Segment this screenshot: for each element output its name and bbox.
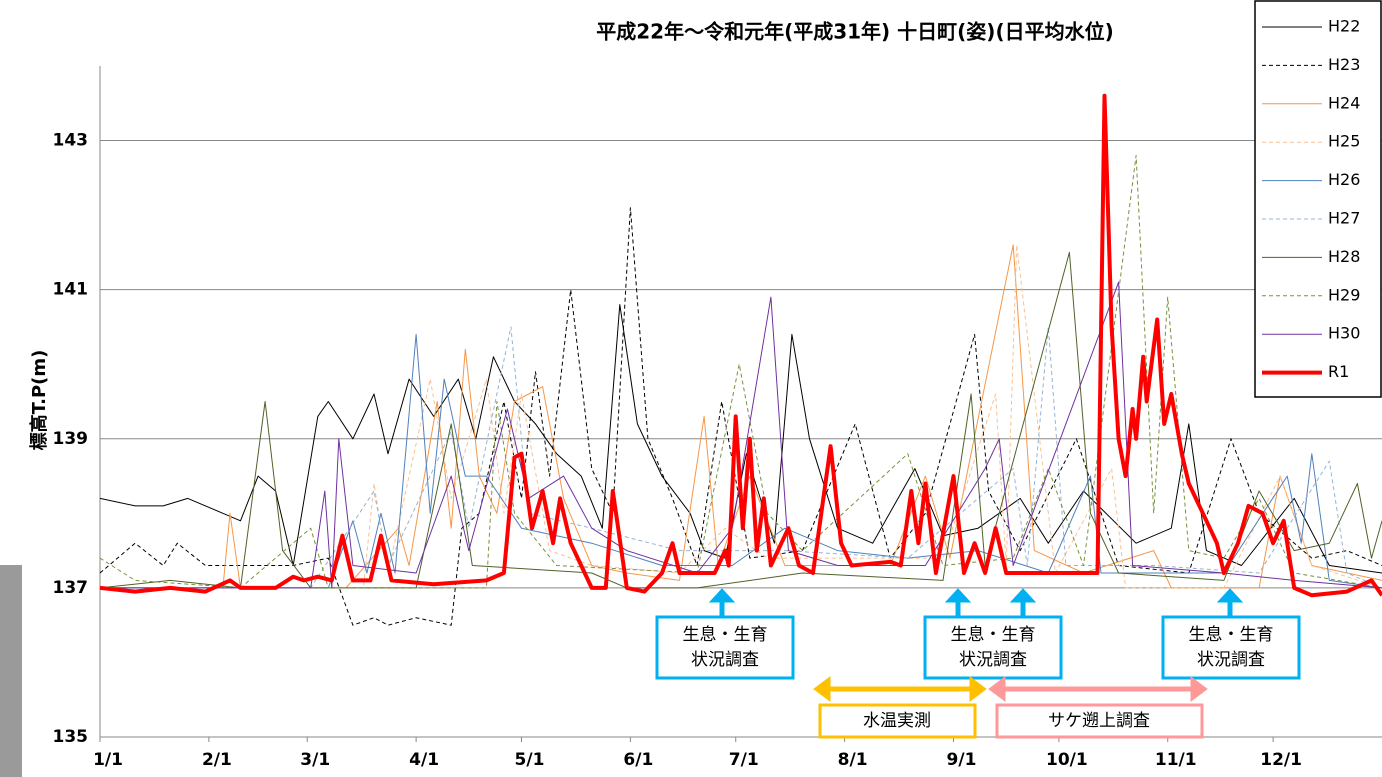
- annotation-text: サケ遡上調査: [1048, 711, 1150, 731]
- series-line: [99, 251, 1382, 589]
- legend: H22 H23 H24 H25 H26 H27 H28 H29 H30 R1: [1254, 0, 1382, 398]
- x-tick-label: 6/1: [623, 750, 653, 770]
- annotation-text: 水温実測: [863, 711, 931, 731]
- annotations: 生息・生育 状況調査 生息・生育 状況調査 生息・生育 状況調査 水温実測 サケ…: [655, 588, 1301, 739]
- series-line: [100, 244, 1382, 589]
- x-tick-label: 2/1: [202, 750, 232, 770]
- series-line: [99, 207, 1382, 626]
- annotation-box: [1161, 615, 1301, 680]
- annotation-arrow: [988, 676, 1208, 702]
- annotation-arrow: [813, 676, 987, 702]
- annotation-box: [655, 615, 795, 680]
- x-tick-label: 4/1: [409, 750, 439, 770]
- series-line: [100, 333, 1382, 589]
- y-tick-label: 141: [53, 280, 89, 300]
- x-tick-label: 8/1: [838, 750, 868, 770]
- annotation-text: 状況調査: [1197, 650, 1265, 670]
- series-line: [100, 281, 1382, 589]
- legend-label: H30: [1328, 324, 1360, 343]
- x-tick-label: 11/1: [1155, 750, 1197, 770]
- y-tick-label: 137: [53, 578, 89, 598]
- x-tick-label: 7/1: [729, 750, 759, 770]
- annotation-box: [923, 615, 1063, 680]
- chart-title: 平成22年～令和元年(平成31年) 十日町(姿)(日平均水位): [596, 20, 1113, 44]
- x-tick-label: 9/1: [947, 750, 977, 770]
- y-tick-label: 135: [53, 727, 89, 747]
- annotation-text: 生息・生育: [683, 625, 768, 645]
- x-tick-label: 3/1: [300, 750, 330, 770]
- annotation-arrow: [708, 588, 1244, 617]
- y-axis-label: 標高T.P(m): [28, 350, 50, 451]
- y-tick-label: 139: [53, 429, 89, 449]
- x-tick-label: 10/1: [1046, 750, 1088, 770]
- series-line: [99, 93, 1382, 598]
- series-line: [100, 244, 1382, 589]
- side-image: [0, 565, 22, 777]
- x-tick-label: 5/1: [515, 750, 545, 770]
- x-tick-label: 12/1: [1260, 750, 1302, 770]
- annotation-text: 状況調査: [691, 650, 759, 670]
- y-tick-label: 143: [53, 131, 89, 151]
- annotation-text: 生息・生育: [1189, 625, 1274, 645]
- annotation-text: 状況調査: [959, 650, 1027, 670]
- series-line: [99, 304, 1382, 574]
- annotation-text: 生息・生育: [951, 625, 1036, 645]
- plot-area: 135 137 139 141 143 1/1 2/1 3/1 4/1 5/1 6/1 7/1 8/1 9…: [53, 66, 1382, 770]
- legend-label: H29: [1328, 285, 1360, 304]
- legend-label: H26: [1328, 170, 1360, 189]
- series-line: [100, 326, 1382, 589]
- legend-label: H23: [1328, 55, 1360, 74]
- legend-box: [1254, 0, 1382, 398]
- annotation-box: [818, 703, 977, 739]
- x-tick-label: 1/1: [93, 750, 123, 770]
- legend-label: H27: [1328, 209, 1360, 228]
- legend-label: H24: [1328, 93, 1360, 112]
- legend-label: R1: [1328, 362, 1349, 381]
- legend-label: H25: [1328, 132, 1360, 151]
- legend-label: H22: [1328, 17, 1360, 36]
- annotation-box: [995, 703, 1204, 739]
- legend-label: H28: [1328, 247, 1360, 266]
